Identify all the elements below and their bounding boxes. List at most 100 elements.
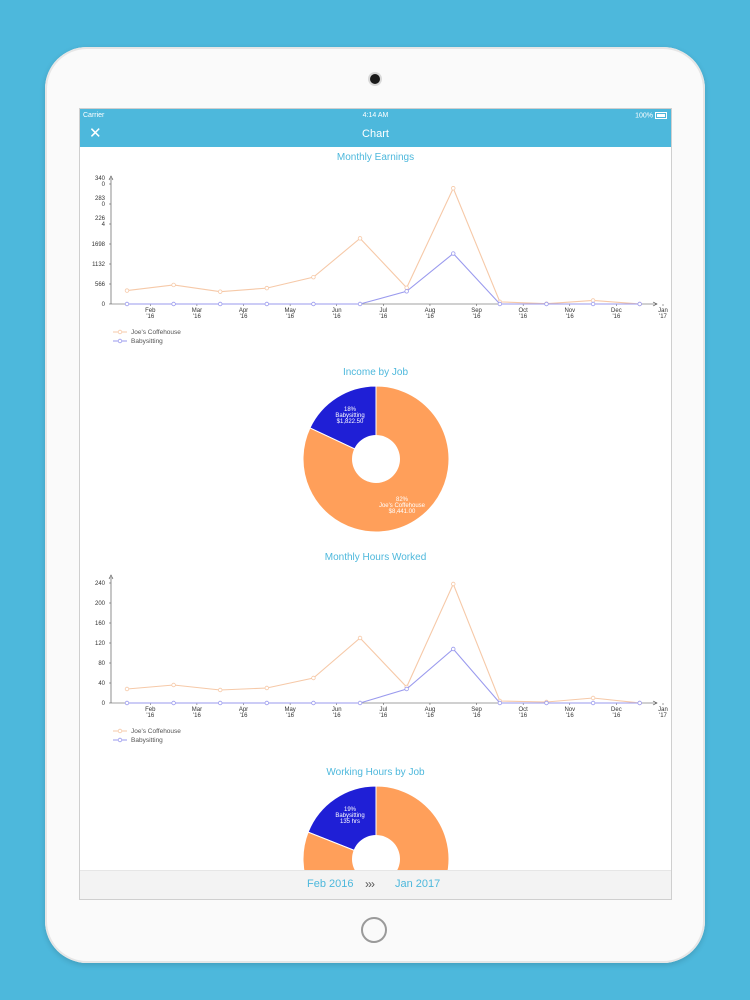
x-axis-arrow: [652, 301, 658, 307]
x-tick-label: Oct '16: [519, 308, 529, 320]
income-pie-title: Income by Job: [342, 367, 409, 378]
x-tick-label: Jun '16: [332, 707, 342, 719]
x-tick-label: Aug '16: [425, 707, 436, 719]
data-point: [171, 700, 176, 706]
data-point: [590, 298, 596, 303]
date-range-start[interactable]: Feb 2016: [307, 878, 354, 890]
data-point: [357, 301, 363, 307]
date-range-bar[interactable]: Feb 2016 ››› Jan 2017: [80, 870, 671, 899]
y-tick-label: 120: [95, 641, 106, 647]
data-point: [311, 675, 316, 681]
pie-hole: [352, 435, 400, 483]
x-tick-label: Dec '16: [611, 707, 622, 719]
x-tick-label: Jun '16: [332, 308, 342, 320]
page-title: Chart: [362, 128, 389, 140]
x-tick-label: Mar '16: [192, 707, 202, 719]
y-tick-label: 1698: [92, 242, 106, 248]
data-point: [171, 301, 176, 307]
x-tick-label: Jul '16: [379, 308, 387, 320]
x-tick-label: Mar '16: [192, 308, 202, 320]
x-tick-label: Oct '16: [519, 707, 529, 719]
data-point: [124, 700, 130, 706]
data-point: [451, 581, 456, 587]
y-tick-label: 200: [95, 601, 106, 607]
data-point: [451, 646, 456, 652]
legend-label: Joe's Coffehouse: [131, 329, 181, 336]
x-tick-label: Sep '16: [471, 308, 482, 320]
data-point: [404, 289, 409, 294]
x-tick-label: Dec '16: [611, 308, 622, 320]
data-point: [218, 301, 223, 307]
x-tick-label: May '16: [284, 707, 295, 719]
data-point: [544, 700, 549, 706]
y-tick-label: 0: [102, 701, 106, 707]
x-tick-label: Sep '16: [471, 707, 482, 719]
series-line-coffeehouse: [126, 186, 640, 305]
x-tick-label: Nov '16: [564, 308, 575, 320]
pie-label-babysitting: 18% Babysitting $1,822.50: [335, 407, 364, 425]
legend-marker: [117, 728, 123, 734]
series-line-babysitting: [127, 648, 640, 704]
data-point: [404, 285, 409, 290]
data-point: [264, 685, 270, 691]
data-point: [637, 700, 642, 706]
data-point: [637, 301, 642, 307]
earnings-chart-title: Monthly Earnings: [336, 152, 415, 163]
legend-label: Joe's Coffehouse: [131, 728, 181, 735]
home-button[interactable]: [361, 917, 387, 943]
y-tick-label: 160: [95, 621, 106, 627]
camera-icon: [370, 74, 380, 84]
carrier-label: Carrier: [83, 112, 105, 119]
x-tick-label: Aug '16: [425, 308, 436, 320]
data-point: [497, 301, 503, 307]
y-tick-label: 0: [102, 302, 106, 308]
series-line-babysitting: [127, 252, 640, 305]
x-tick-label: Jan '17: [658, 308, 668, 320]
data-point: [451, 186, 456, 191]
app-screen: Carrier 4:14 AM 100% ✕ Chart Monthly Ear…: [79, 108, 672, 900]
legend-marker: [117, 338, 123, 344]
hours-line-chart: 0 40 80 120 160 200 240 Feb '16 Mar '16 Apr '16 May '1…: [95, 574, 668, 744]
y-tick-label: 566: [95, 282, 106, 288]
date-range-arrows-icon: ›››: [365, 877, 375, 891]
data-point: [544, 301, 549, 307]
data-point: [311, 274, 316, 280]
date-range-end[interactable]: Jan 2017: [395, 878, 441, 890]
earnings-line-chart: 0 566 1132 1698 226 4 283 0 340 0 Feb '16 Mar '16 Apr '…: [92, 175, 668, 345]
data-point: [171, 282, 176, 288]
status-bar: Carrier 4:14 AM 100%: [80, 109, 671, 123]
y-tick-label: 80: [98, 661, 105, 667]
data-point: [357, 700, 363, 706]
pie-slice-babysitting: [309, 385, 377, 460]
data-point: [124, 686, 130, 692]
battery-icon: [655, 112, 667, 119]
data-point: [590, 695, 596, 701]
x-tick-label: Nov '16: [564, 707, 575, 719]
data-point: [264, 700, 270, 706]
legend-marker: [117, 737, 123, 743]
data-point: [218, 700, 223, 706]
data-point: [311, 301, 316, 307]
data-point: [590, 700, 596, 706]
x-axis-arrow: [652, 700, 658, 706]
legend-marker: [117, 329, 123, 335]
hours-pie-title: Working Hours by Job: [326, 767, 425, 778]
chart-scroll-area[interactable]: Monthly Earnings 0 566 1132 1698 226 4 283 0 340…: [80, 147, 671, 899]
hours-chart-title: Monthly Hours Worked: [324, 552, 427, 563]
close-icon[interactable]: ✕: [89, 125, 102, 142]
data-point: [451, 251, 456, 256]
clock-time: 4:14 AM: [362, 112, 389, 119]
data-point: [171, 682, 176, 688]
pie-slice-babysitting: [307, 785, 377, 860]
y-tick-label: 283 0: [95, 196, 106, 208]
income-pie-chart: 18% Babysitting $1,822.50 82% Joe's Coffehou…: [302, 385, 450, 533]
y-tick-label: 226 4: [95, 216, 106, 228]
battery-indicator: 100%: [635, 112, 667, 119]
nav-bar: ✕ Chart: [80, 123, 671, 147]
x-tick-label: Jul '16: [379, 707, 387, 719]
x-tick-label: Feb '16: [145, 308, 156, 320]
y-tick-label: 340 0: [95, 176, 106, 188]
legend-label: Babysitting: [131, 737, 163, 744]
y-axis-arrow: [108, 574, 114, 580]
data-point: [218, 687, 223, 693]
